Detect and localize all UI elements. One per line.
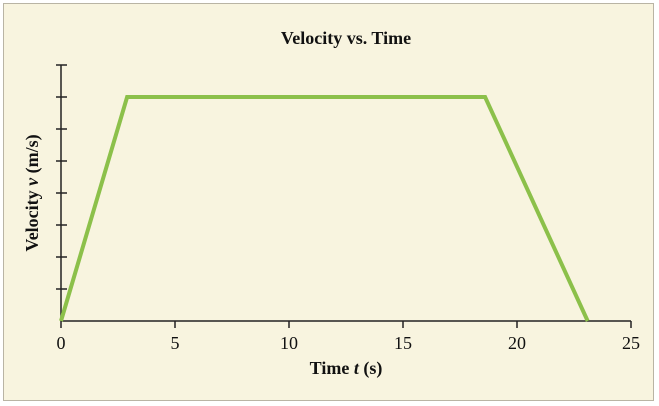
chart-frame: Velocity vs. Time Time t (s) Velocity v … <box>3 3 654 401</box>
chart-title: Velocity vs. Time <box>281 28 411 48</box>
x-label-unit: (s) <box>359 358 383 379</box>
svg-text:Velocity v (m/s): Velocity v (m/s) <box>22 134 43 251</box>
velocity-line <box>59 95 590 322</box>
y-label-unit: (m/s) <box>22 134 43 178</box>
x-tick-label: 25 <box>622 333 640 353</box>
x-tick-label: 15 <box>394 333 412 353</box>
x-tick-label: 20 <box>508 333 526 353</box>
y-axis-label: Velocity v (m/s) <box>22 134 43 251</box>
y-label-text: Velocity <box>22 186 42 252</box>
y-label-symbol: v <box>22 177 42 186</box>
svg-text:Time t (s): Time t (s) <box>310 358 383 379</box>
x-tick-label: 5 <box>171 333 180 353</box>
x-tick-label: 10 <box>280 333 298 353</box>
x-label-text: Time <box>310 358 354 378</box>
x-axis-label: Time t (s) <box>310 358 383 379</box>
x-label-symbol: t <box>354 358 360 378</box>
x-tick-label: 0 <box>57 333 66 353</box>
